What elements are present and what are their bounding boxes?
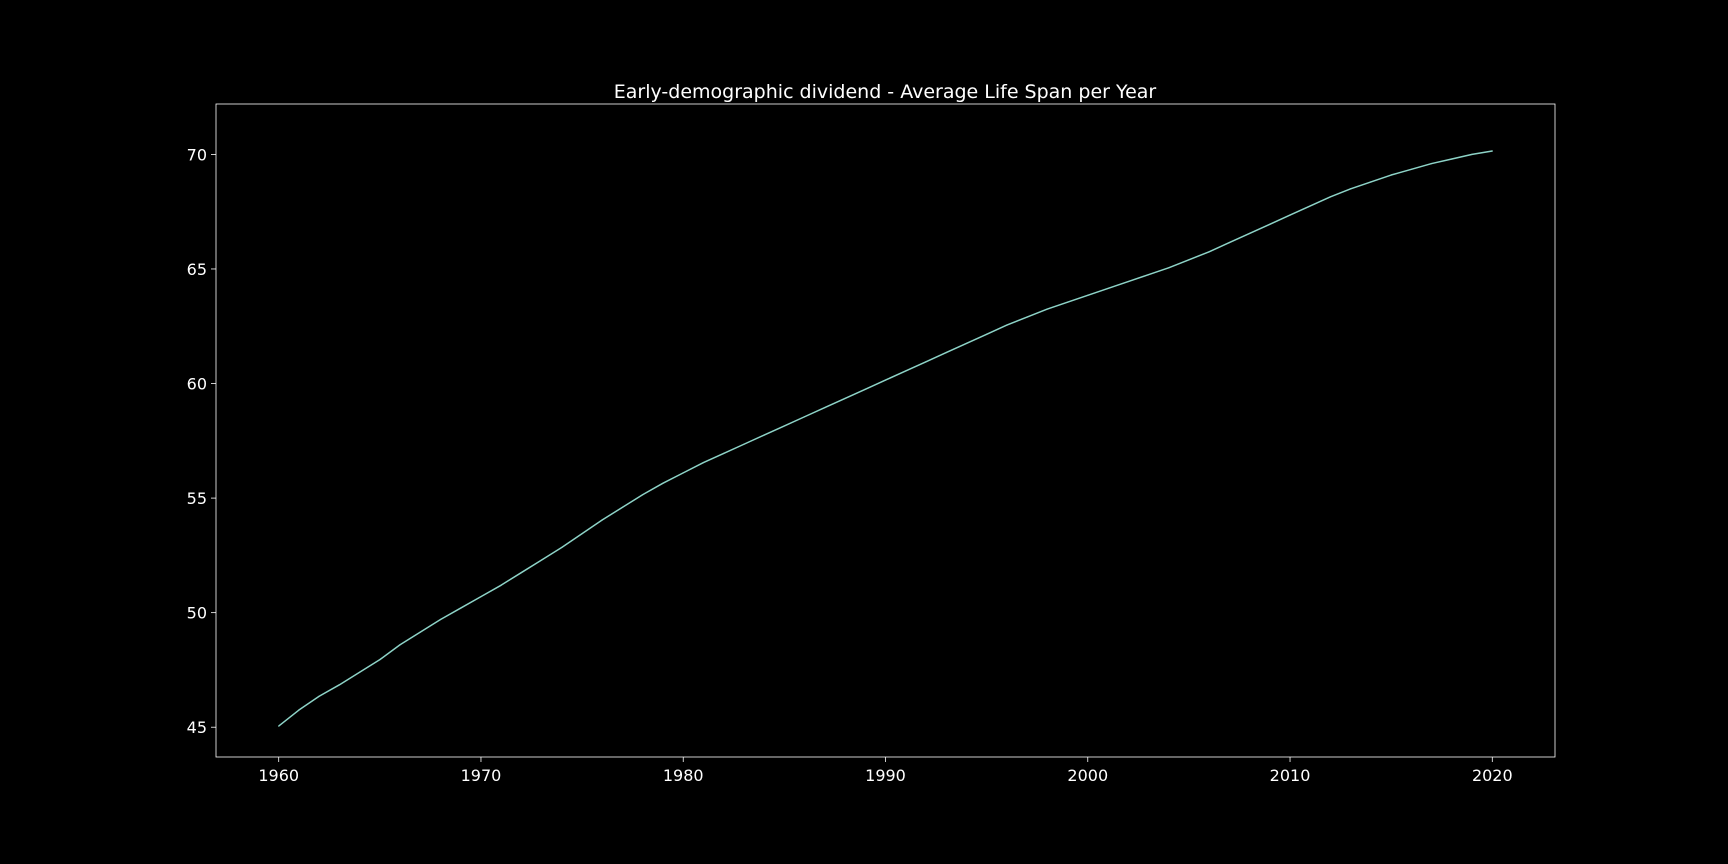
y-tick-label: 55: [187, 489, 207, 508]
data-point: [662, 482, 664, 484]
data-point: [905, 370, 907, 372]
data-point: [520, 571, 523, 574]
data-point: [945, 352, 947, 354]
data-point: [621, 506, 624, 508]
data-point: [1168, 267, 1170, 269]
plot-area: [278, 150, 1493, 727]
data-point: [1127, 280, 1129, 283]
y-axis: 45 50 55 60 65 70: [187, 145, 216, 737]
data-point: [642, 494, 644, 496]
data-point: [298, 709, 300, 711]
data-point: [925, 361, 927, 363]
data-point: [1107, 287, 1109, 290]
data-point: [723, 452, 725, 455]
y-tick-label: 60: [187, 375, 207, 394]
data-point: [986, 333, 988, 335]
x-axis: 1960 1970 1980 1990 2000 2010 2020: [258, 757, 1513, 785]
data-point: [1269, 223, 1271, 225]
data-point: [1188, 259, 1190, 261]
data-point: [763, 434, 765, 436]
data-point: [1147, 274, 1150, 276]
data-point: [1026, 316, 1028, 318]
data-point: [1350, 188, 1352, 190]
data-point: [702, 461, 705, 464]
data-point: [803, 416, 806, 418]
data-point: [439, 618, 442, 621]
data-point: [1046, 308, 1048, 310]
x-tick-label: 2010: [1270, 766, 1311, 785]
data-point: [1410, 168, 1412, 170]
data-point: [1289, 214, 1291, 216]
data-point: [338, 684, 340, 686]
data-point: [1431, 162, 1433, 165]
data-point: [399, 644, 401, 646]
x-tick-label: 1970: [461, 766, 502, 785]
data-point: [1329, 196, 1332, 198]
data-point: [1006, 324, 1008, 326]
data-point: [460, 607, 462, 609]
x-tick-label: 2020: [1472, 766, 1513, 785]
data-point: [1471, 153, 1473, 156]
data-point: [561, 546, 563, 548]
data-point: [1390, 174, 1392, 176]
data-point: [480, 596, 482, 598]
data-point: [884, 379, 887, 381]
data-point: [1451, 158, 1453, 160]
data-point: [965, 342, 968, 345]
chart-title: Early-demographic dividend - Average Lif…: [614, 81, 1157, 103]
data-point: [1208, 251, 1210, 253]
y-tick-label: 45: [187, 718, 207, 737]
data-point: [1228, 242, 1230, 244]
data-point: [601, 519, 603, 521]
data-point: [1491, 150, 1493, 152]
data-point: [379, 659, 381, 661]
data-point: [581, 533, 583, 535]
data-point: [278, 725, 280, 727]
data-point: [1087, 294, 1089, 296]
data-point: [1066, 301, 1069, 303]
data-point: [500, 584, 502, 586]
data-point: [743, 443, 745, 445]
y-tick-label: 70: [187, 145, 207, 164]
x-tick-label: 2000: [1067, 766, 1108, 785]
data-point: [359, 671, 361, 673]
data-point: [844, 397, 846, 400]
data-point: [864, 388, 866, 390]
data-point: [419, 631, 421, 633]
data-point: [783, 425, 785, 427]
data-point: [318, 695, 320, 697]
x-tick-label: 1990: [865, 766, 906, 785]
data-point: [541, 559, 543, 561]
data-point: [1248, 232, 1251, 235]
y-tick-label: 50: [187, 604, 207, 623]
y-tick-label: 65: [187, 260, 207, 279]
x-tick-label: 1980: [663, 766, 704, 785]
data-point: [824, 406, 826, 409]
data-point: [1370, 181, 1372, 183]
x-tick-label: 1960: [258, 766, 299, 785]
data-point: [682, 472, 684, 474]
data-point: [1309, 205, 1311, 207]
